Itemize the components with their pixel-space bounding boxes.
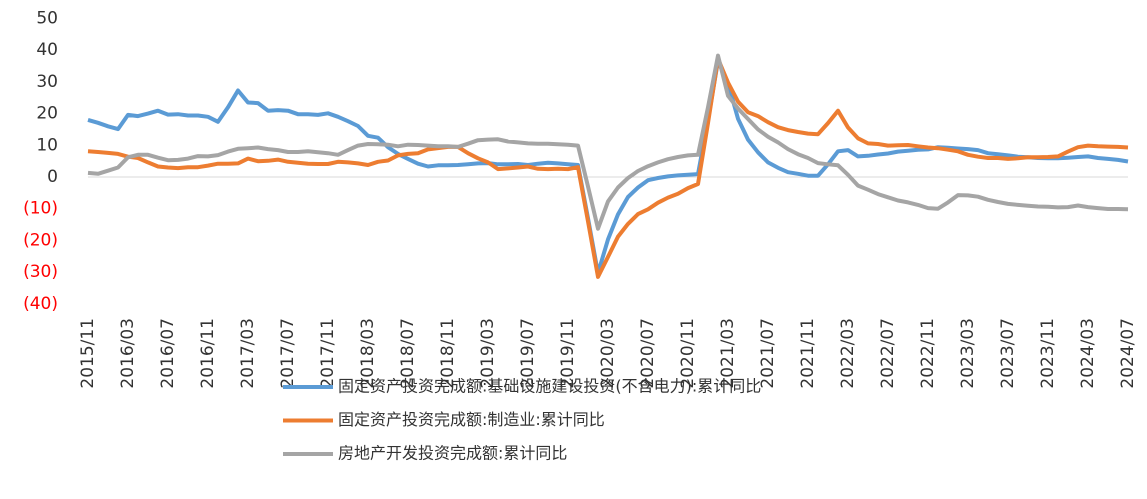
x-tick-label: 2020/11 xyxy=(678,318,698,389)
y-tick-label: 40 xyxy=(36,40,58,60)
x-tick-label: 2021/07 xyxy=(758,318,778,389)
legend-label: 固定资产投资完成额:制造业:累计同比 xyxy=(338,410,605,429)
x-tick-label: 2018/07 xyxy=(398,318,418,389)
x-tick-label: 2016/07 xyxy=(158,318,178,389)
y-tick-label: 10 xyxy=(36,135,58,155)
x-tick-label: 2016/11 xyxy=(198,318,218,389)
x-tick-label: 2022/07 xyxy=(878,318,898,389)
x-tick-label: 2023/07 xyxy=(998,318,1018,389)
x-tick-label: 2018/11 xyxy=(438,318,458,389)
series-line xyxy=(87,56,1129,279)
x-tick-label: 2023/11 xyxy=(1038,318,1058,389)
x-tick-label: 2016/03 xyxy=(118,318,138,389)
x-tick-label: 2017/11 xyxy=(318,318,338,389)
x-tick-label: 2018/03 xyxy=(358,318,378,389)
series-line xyxy=(87,59,1129,276)
x-tick-label: 2024/07 xyxy=(1118,318,1138,389)
x-tick-label: 2015/11 xyxy=(78,318,98,389)
x-tick-label: 2019/11 xyxy=(558,318,578,389)
y-tick-label: 50 xyxy=(36,9,58,29)
x-tick-label: 2019/03 xyxy=(478,318,498,389)
x-tick-label: 2024/03 xyxy=(1078,318,1098,389)
y-tick-label: (30) xyxy=(23,262,58,282)
legend-label: 固定资产投资完成额:基础设施建设投资(不含电力):累计同比 xyxy=(338,377,761,396)
y-tick-label: (10) xyxy=(23,199,58,219)
y-tick-label: (20) xyxy=(23,230,58,250)
x-tick-label: 2021/11 xyxy=(798,318,818,389)
x-tick-label: 2017/03 xyxy=(238,318,258,389)
legend-label: 房地产开发投资完成额:累计同比 xyxy=(338,444,567,463)
x-tick-label: 2022/11 xyxy=(918,318,938,389)
x-tick-label: 2023/03 xyxy=(958,318,978,389)
y-tick-label: 20 xyxy=(36,104,58,124)
x-tick-label: 2022/03 xyxy=(838,318,858,389)
x-tick-label: 2020/07 xyxy=(638,318,658,389)
x-tick-label: 2020/03 xyxy=(598,318,618,389)
y-tick-label: 0 xyxy=(47,167,58,187)
x-tick-label: 2021/03 xyxy=(718,318,738,389)
series-line xyxy=(87,53,1129,231)
y-tick-label: 30 xyxy=(36,72,58,92)
x-tick-label: 2017/07 xyxy=(278,318,298,389)
y-tick-label: (40) xyxy=(23,294,58,314)
x-tick-label: 2019/07 xyxy=(518,318,538,389)
